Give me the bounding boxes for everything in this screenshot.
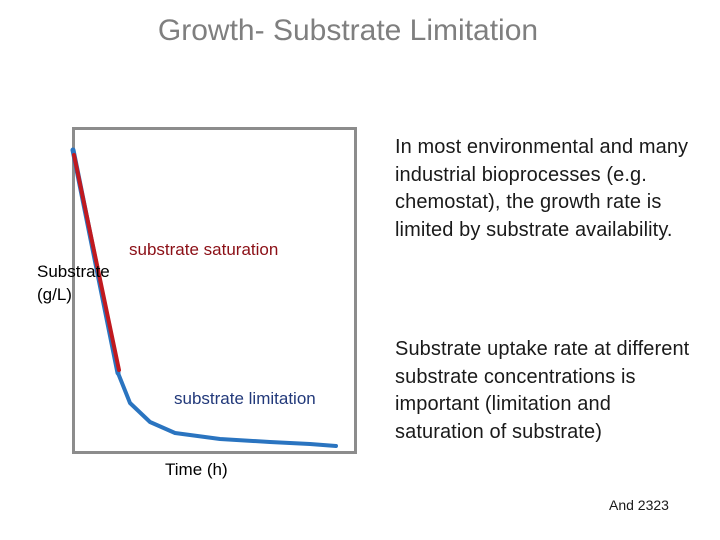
y-axis-label: Substrate (g/L) xyxy=(37,262,110,304)
limitation-annotation: substrate limitation xyxy=(174,389,316,408)
paragraph-environmental-bioprocesses: In most environmental and many industria… xyxy=(395,136,689,241)
footer-slide-number: And 2323 xyxy=(609,497,669,513)
saturation-line xyxy=(72,153,121,372)
plot-frame xyxy=(72,127,357,454)
x-axis-label: Time (h) xyxy=(165,460,228,479)
slide-title: Growth- Substrate Limitation xyxy=(157,14,539,47)
saturation-annotation: substrate saturation xyxy=(129,240,279,259)
limitation-curve xyxy=(116,371,338,448)
paragraph-uptake-rate: Substrate uptake rate at different subst… xyxy=(395,338,690,443)
